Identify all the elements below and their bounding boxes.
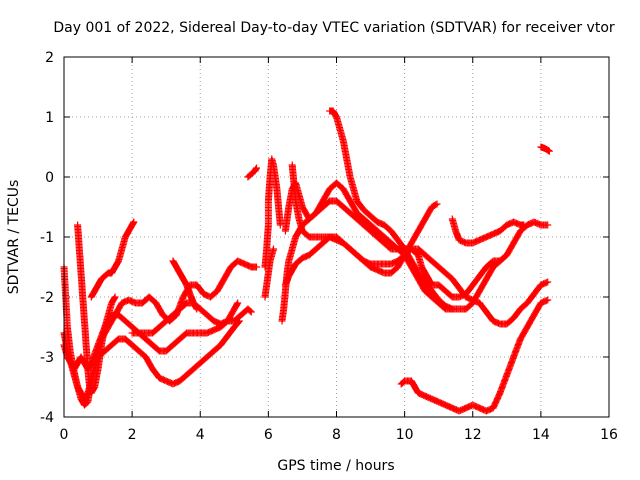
y-tick-label: 1 [45,110,54,126]
data-point-markers [397,296,552,415]
chart-title: Day 001 of 2022, Sidereal Day-to-day VTE… [53,20,615,36]
y-tick-label: -1 [40,230,54,246]
data-point-markers [281,200,441,289]
x-tick-label: 10 [396,427,414,443]
data-series-9 [261,155,284,271]
data-points [60,107,553,415]
y-tick-label: 0 [45,170,54,186]
data-point-markers [448,215,528,247]
data-point-markers [74,221,119,397]
data-series-17 [397,296,552,415]
x-tick-label: 8 [332,427,341,443]
x-tick-label: 6 [264,427,273,443]
data-series-18 [537,143,553,155]
data-point-markers [537,143,553,155]
data-point-markers [244,164,260,181]
x-tick-label: 12 [464,427,482,443]
x-tick-label: 16 [600,427,618,443]
x-axis-label: GPS time / hours [277,458,394,474]
y-tick-label: -2 [40,290,54,306]
x-axis-ticks: 0 2 4 6 8 10 12 14 16 [60,57,618,443]
data-series-15 [326,107,456,313]
x-tick-label: 2 [128,427,137,443]
data-point-markers [326,107,456,313]
data-series-5 [87,218,138,301]
data-series-8 [244,164,260,181]
data-point-markers [128,305,255,355]
data-series-10 [261,245,277,301]
data-series-16 [448,215,528,247]
data-point-markers [261,245,277,301]
data-series-14 [281,200,441,289]
y-tick-label: -3 [40,350,54,366]
y-tick-label: -4 [40,410,54,426]
y-axis-ticks: -4 -3 -2 -1 0 1 2 [40,50,609,426]
y-tick-label: 2 [45,50,54,66]
plot-frame [63,56,610,418]
data-series-6 [128,305,255,355]
data-series-4 [74,221,119,397]
y-axis-label: SDTVAR / TECUs [6,180,22,295]
x-tick-label: 14 [532,427,550,443]
x-tick-label: 4 [196,427,205,443]
x-tick-label: 0 [60,427,69,443]
data-point-markers [169,257,201,313]
data-series-7 [169,257,201,313]
data-point-markers [87,218,138,301]
data-point-markers [261,155,284,271]
